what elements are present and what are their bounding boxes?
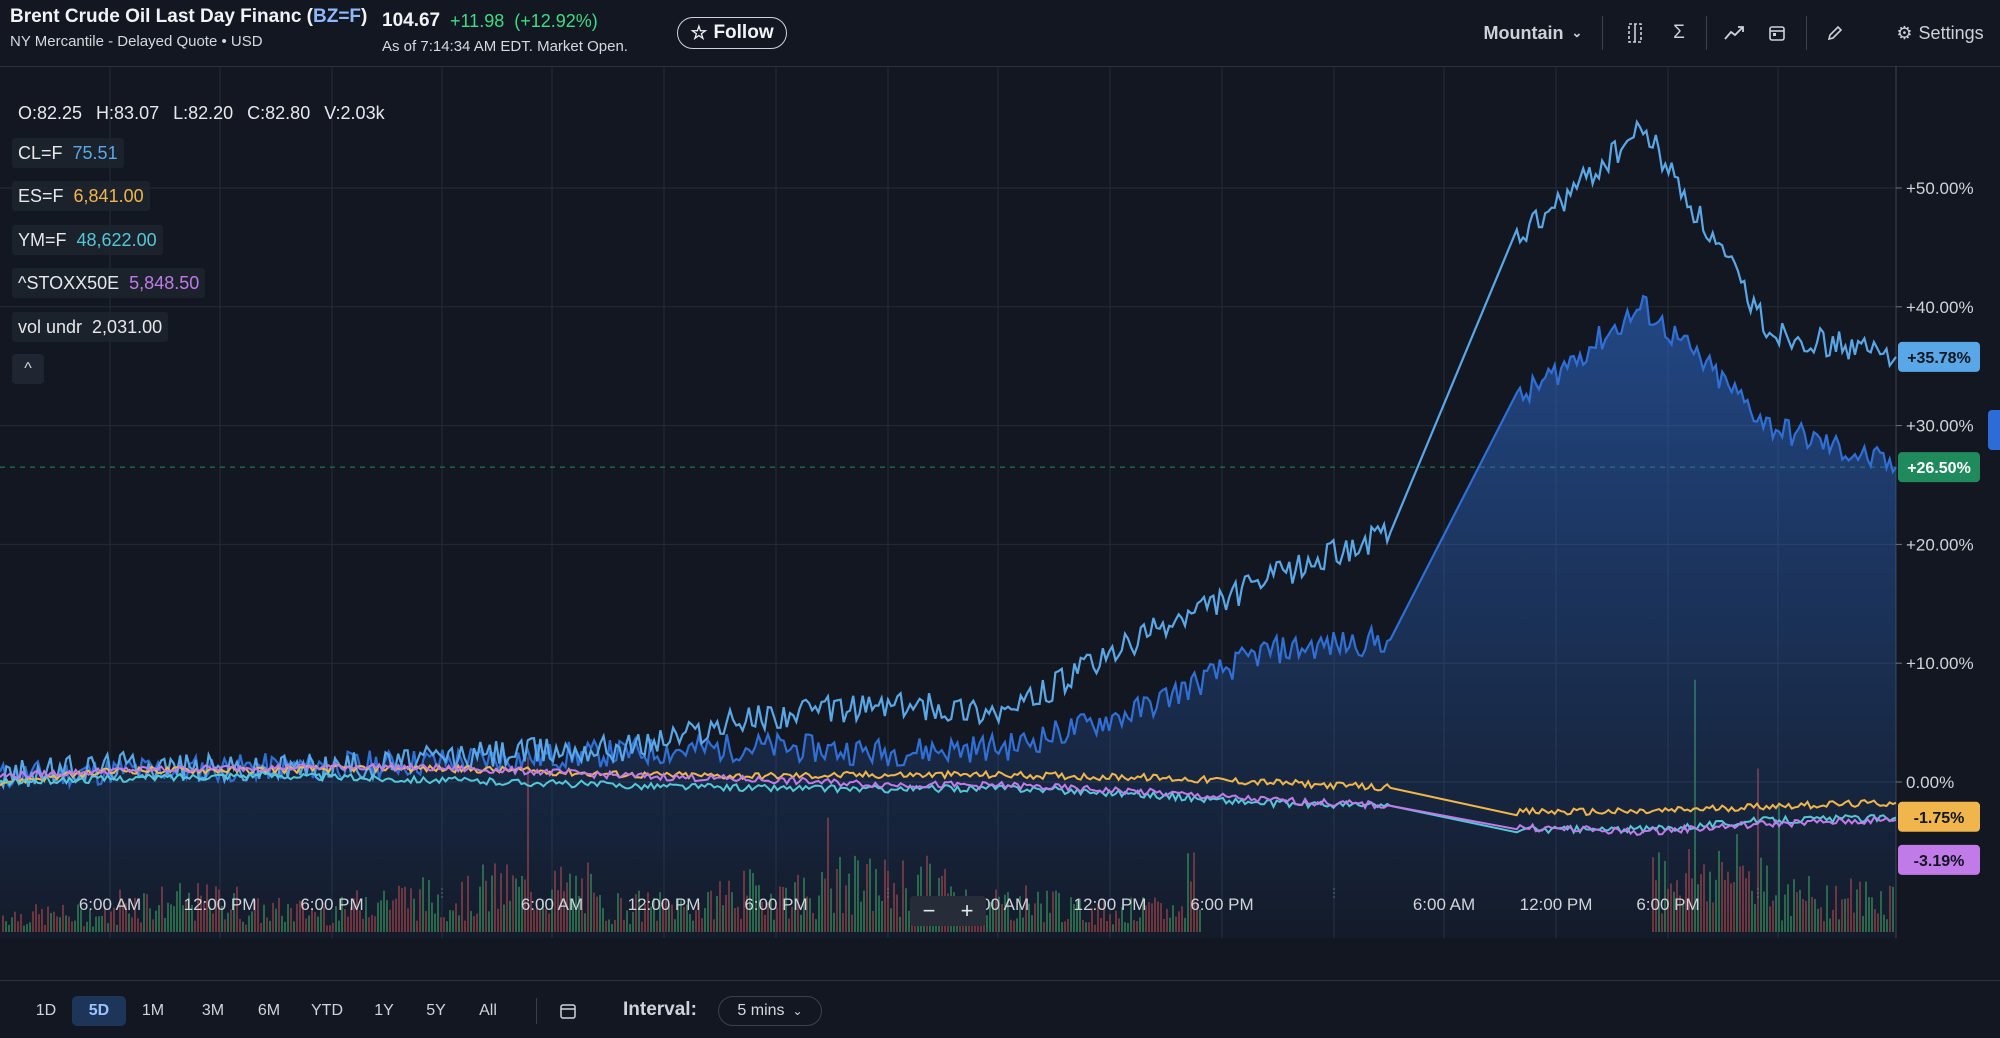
- x-time-label: 6:00 PM: [1190, 895, 1253, 914]
- price-badge: +35.78%: [1898, 341, 1980, 372]
- high-value: H:83.07: [96, 102, 160, 123]
- x-time-label: 12:00 PM: [1520, 895, 1593, 914]
- chevron-up-icon: ^: [24, 360, 32, 377]
- chart-type-dropdown[interactable]: Mountain ⌄: [1483, 22, 1583, 43]
- price-chart[interactable]: +50.00% +40.00% +30.00% +20.00% +10.00% 0.00%…: [0, 66, 2000, 938]
- gear-icon: ⚙: [1896, 22, 1913, 43]
- toolbar-divider: [1806, 16, 1807, 50]
- legend-item-es[interactable]: ES=F 6,841.00: [12, 181, 150, 211]
- svg-text:+35.78%: +35.78%: [1907, 350, 1971, 367]
- trend-icon[interactable]: [1720, 18, 1750, 48]
- interval-label: Interval:: [623, 999, 697, 1020]
- y-tick-label: +30.00%: [1906, 417, 1974, 436]
- sigma-indicators-icon[interactable]: Σ: [1673, 22, 1685, 43]
- quote-timestamp: As of 7:14:34 AM EDT. Market Open.: [382, 38, 628, 55]
- zoom-controls: − +: [910, 896, 986, 926]
- collapse-legend-button[interactable]: ^: [12, 354, 44, 384]
- toolbar-divider: [1602, 16, 1603, 50]
- range-divider: [536, 998, 537, 1024]
- ohlc-readout: O:82.25 H:83.07 L:82.20 C:82.80 V:2.03k: [12, 98, 391, 128]
- range-bar: [0, 980, 2000, 1038]
- svg-text:+26.50%: +26.50%: [1907, 460, 1971, 477]
- series-line-clf: [0, 118, 1897, 791]
- x-time-label: 6:00 AM: [79, 895, 141, 914]
- price-badge: -1.75%: [1898, 801, 1980, 832]
- chevron-down-icon: ⌄: [1571, 25, 1583, 40]
- series-area-bz: [0, 296, 1896, 938]
- series-line-stoxx50e: [0, 761, 1897, 836]
- y-tick-label: +10.00%: [1906, 654, 1974, 673]
- x-time-label: 6:00 PM: [1636, 895, 1699, 914]
- series-line-esf: [0, 762, 1897, 817]
- x-time-label: 12:00 PM: [628, 895, 701, 914]
- zoom-out-button[interactable]: −: [922, 898, 936, 923]
- svg-text:-3.19%: -3.19%: [1914, 853, 1965, 870]
- quote-header: [0, 0, 2000, 67]
- y-tick-label: +40.00%: [1906, 298, 1974, 317]
- series-line-ymf: [0, 770, 1897, 835]
- settings-button[interactable]: ⚙ Settings: [1896, 22, 1984, 43]
- range-button-3m[interactable]: 3M: [201, 1002, 225, 1019]
- y-axis: +50.00% +40.00% +30.00% +20.00% +10.00% 0.00%…: [1896, 179, 1980, 875]
- toolbar-divider: [1706, 16, 1707, 50]
- chart-series: [0, 118, 1897, 938]
- price-badge: -3.19%: [1898, 844, 1980, 875]
- x-time-label: 12:00 PM: [184, 895, 257, 914]
- x-axis: 6:00 AM 12:00 PM 6:00 PM 6:00 AM 12:00 PM 6:0…: [79, 888, 1759, 914]
- legend-item-stoxx[interactable]: ^STOXX50E 5,848.50: [12, 268, 206, 298]
- volume-value: V:2.03k: [324, 102, 385, 123]
- price-change: +11.98 (+12.92%): [450, 11, 598, 31]
- last-price: 104.67: [382, 10, 441, 31]
- x-time-label: 6:00 PM: [300, 895, 363, 914]
- y-tick-label: 0.00%: [1906, 773, 1954, 792]
- ticker-symbol: BZ=F: [313, 6, 362, 27]
- x-time-label: 6:00 PM: [744, 895, 807, 914]
- legend-item-volume[interactable]: vol undr 2,031.00: [12, 312, 169, 342]
- range-button-1m[interactable]: 1M: [141, 1002, 165, 1019]
- range-button-all[interactable]: All: [479, 1002, 497, 1019]
- svg-text:-1.75%: -1.75%: [1914, 810, 1965, 827]
- price-badge: +26.50%: [1898, 452, 1980, 483]
- range-button-1d[interactable]: 1D: [35, 1002, 57, 1019]
- instrument-title: Brent Crude Oil Last Day Financ (BZ=F): [10, 6, 368, 27]
- range-button-ytd[interactable]: YTD: [311, 1002, 343, 1019]
- x-time-label: 6:00 AM: [521, 895, 583, 914]
- x-time-label: 12:00 PM: [1074, 895, 1147, 914]
- range-button-5d[interactable]: 5D: [72, 996, 126, 1026]
- open-value: O:82.25: [18, 102, 83, 123]
- close-value: C:82.80: [247, 102, 311, 123]
- zoom-in-button[interactable]: +: [960, 898, 974, 923]
- star-icon: ☆: [690, 22, 708, 44]
- date-picker-icon[interactable]: [553, 999, 583, 1023]
- follow-button[interactable]: ☆ Follow: [677, 17, 787, 49]
- x-time-label: 6:00 AM: [1413, 895, 1475, 914]
- legend-item-ym[interactable]: YM=F 48,622.00: [12, 225, 163, 255]
- interval-dropdown[interactable]: 5 mins ⌄: [718, 996, 822, 1026]
- compare-icon[interactable]: [1620, 18, 1650, 48]
- legend-item-cl[interactable]: CL=F 75.51: [12, 138, 124, 168]
- y-tick-label: +50.00%: [1906, 179, 1974, 198]
- exchange-subtitle: NY Mercantile - Delayed Quote • USD: [10, 33, 263, 50]
- calendar-events-icon[interactable]: [1762, 18, 1792, 48]
- range-button-1y[interactable]: 1Y: [374, 1002, 394, 1019]
- low-value: L:82.20: [173, 102, 234, 123]
- draw-pencil-icon[interactable]: [1820, 18, 1850, 48]
- chevron-down-icon: ⌄: [792, 1004, 803, 1018]
- y-tick-label: +20.00%: [1906, 535, 1974, 554]
- side-panel-handle[interactable]: [1988, 410, 2000, 450]
- range-button-5y[interactable]: 5Y: [426, 1002, 446, 1019]
- range-button-6m[interactable]: 6M: [257, 1002, 281, 1019]
